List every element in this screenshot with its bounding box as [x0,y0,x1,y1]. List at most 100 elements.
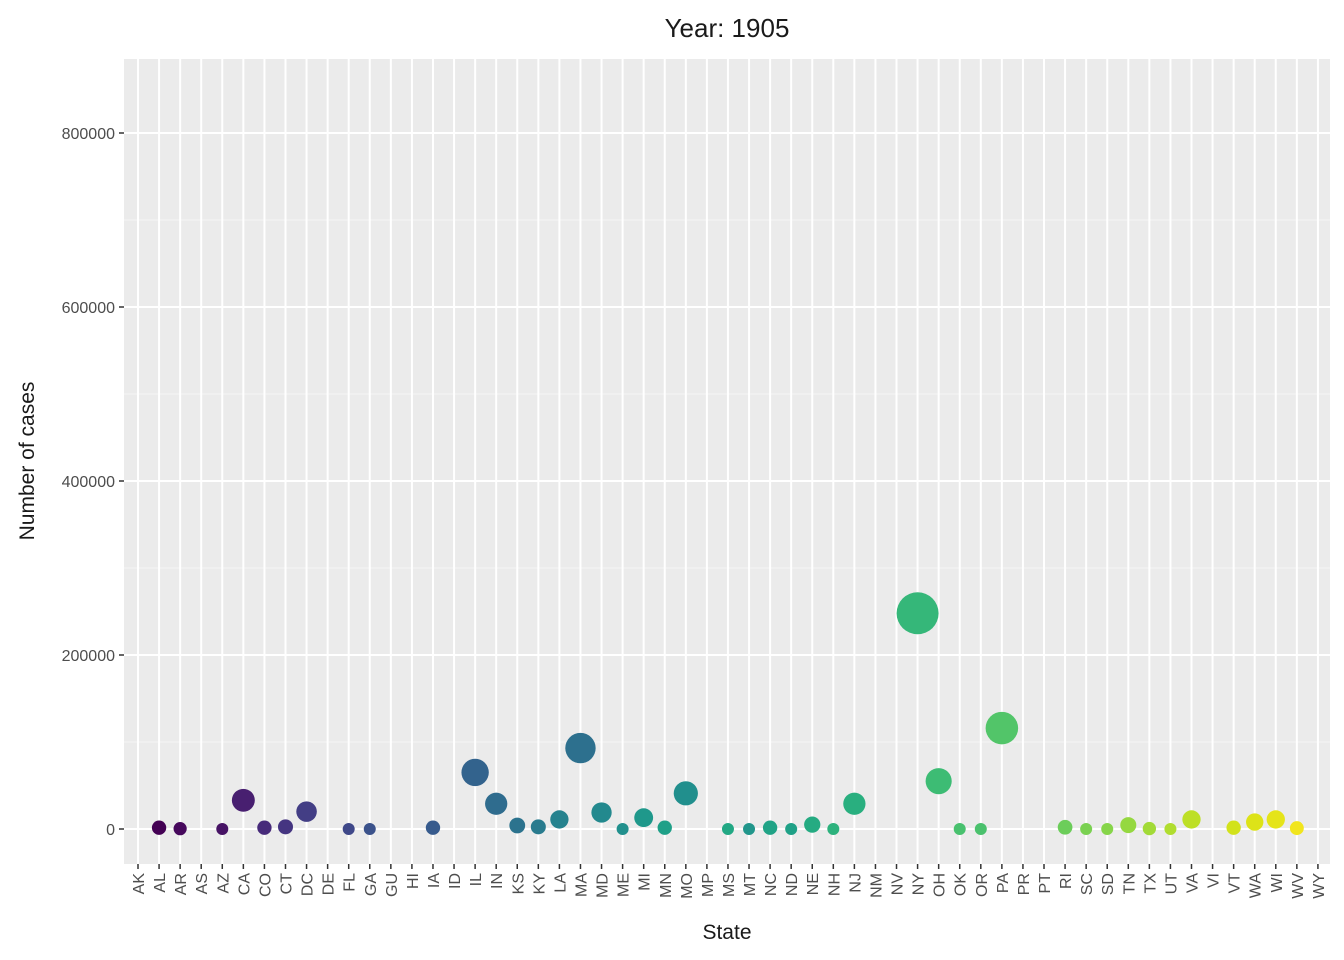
y-tick-label: 0 [106,822,115,839]
x-tick-label-az: AZ [215,873,232,894]
point-oh [925,768,952,795]
point-ms [721,823,734,835]
x-tick-label-hi: HI [405,873,422,889]
point-wv [1289,821,1304,836]
point-fl [342,823,355,835]
x-tick-label-nc: NC [763,873,780,896]
point-in [485,792,508,815]
point-la [550,810,569,829]
x-tick-label-md: MD [595,873,612,898]
x-tick-label-nv: NV [890,873,907,896]
x-tick-label-ma: MA [573,873,590,897]
x-tick-label-ri: RI [1058,873,1075,889]
x-tick-label-ne: NE [805,873,822,895]
point-nc [762,820,778,835]
point-wi [1266,810,1285,829]
x-tick-label-co: CO [257,873,274,897]
x-tick-label-wa: WA [1248,873,1265,899]
x-tick-label-me: ME [616,873,633,897]
point-nd [785,823,798,835]
x-tick-label-al: AL [152,873,169,893]
point-ut [1164,823,1177,835]
x-tick-label-de: DE [321,873,338,895]
x-tick-label-dc: DC [300,873,317,896]
x-tick-label-in: IN [489,873,506,889]
x-tick-label-sd: SD [1100,873,1117,895]
x-tick-label-il: IL [468,873,485,886]
point-md [591,802,612,823]
x-tick-label-pa: PA [995,873,1012,893]
point-pa [985,711,1019,745]
point-ct [277,819,293,835]
grid-major-x [137,59,1319,864]
point-az [216,823,229,835]
x-tick-label-ar: AR [173,873,190,895]
point-mi [634,808,654,828]
point-wa [1246,813,1264,831]
x-tick-label-ok: OK [953,873,970,896]
point-ny [896,592,939,635]
point-nh [827,823,840,835]
x-tick-label-mi: MI [637,873,654,891]
point-tn [1120,817,1137,834]
point-ky [530,819,546,835]
point-ca [231,788,255,812]
x-tick-label-fl: FL [342,873,359,892]
x-tick-label-gu: GU [384,873,401,897]
point-me [616,823,629,835]
x-tick-label-vt: VT [1227,873,1244,894]
x-tick-label-nm: NM [868,873,885,898]
point-ok [953,823,966,835]
x-tick-label-ia: IA [426,873,443,888]
point-ma [565,732,596,764]
x-tick-label-ks: KS [510,873,527,894]
chart-title: Year: 1905 [665,13,790,43]
x-tick-label-ut: UT [1163,873,1180,895]
x-tick-label-va: VA [1185,873,1202,893]
x-tick-label-nd: ND [784,873,801,896]
x-tick-label-ms: MS [721,873,738,897]
x-tick-label-nj: NJ [847,873,864,893]
x-tick-label-as: AS [194,873,211,894]
x-tick-label-sc: SC [1079,873,1096,895]
point-sc [1080,823,1093,835]
x-tick-label-ky: KY [531,873,548,895]
x-tick-label-mo: MO [679,873,696,899]
x-tick-label-pr: PR [1016,873,1033,895]
y-axis: 0 200000 400000 600000 800000 [62,126,124,839]
point-il [461,758,489,787]
x-tick-label-mn: MN [658,873,675,898]
point-vt [1226,820,1241,835]
point-mt [743,823,756,835]
point-ks [509,817,526,834]
x-tick-label-or: OR [974,873,991,897]
point-mn [657,820,672,835]
point-al [151,820,167,835]
point-ri [1057,819,1073,835]
point-nj [843,792,866,815]
x-tick-label-tx: TX [1142,873,1159,894]
data-points [151,592,1304,836]
x-tick-label-wv: WV [1290,873,1307,899]
y-tick-label: 400000 [62,474,115,491]
x-tick-label-ak: AK [131,873,148,895]
x-axis: AK AL AR AS AZ CA CO CT DC DE FL GA GU HI IA ID IL IN KS KY… [131,864,1328,899]
point-ar [173,822,187,836]
point-ga [363,823,376,835]
y-axis-title: Number of cases [16,382,39,541]
point-tx [1142,821,1157,836]
x-tick-label-pt: PT [1037,873,1054,894]
x-tick-label-nh: NH [826,873,843,896]
x-tick-label-vi: VI [1206,873,1223,888]
x-tick-label-ny: NY [911,873,928,896]
point-ne [804,816,821,833]
x-tick-label-la: LA [552,873,569,893]
x-tick-label-mp: MP [700,873,717,897]
y-tick-label: 800000 [62,126,115,143]
point-dc [296,801,317,822]
x-tick-label-id: ID [447,873,464,889]
x-tick-label-ca: CA [236,873,253,896]
x-tick-label-mt: MT [742,873,759,896]
x-tick-label-wi: WI [1269,873,1286,893]
